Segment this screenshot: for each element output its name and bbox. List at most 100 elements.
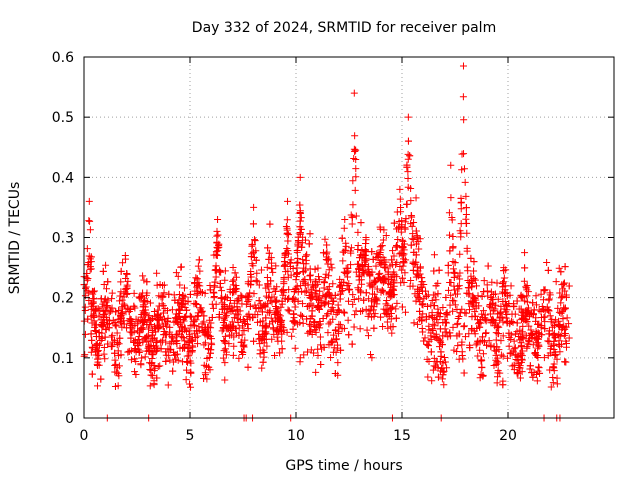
data-point: [189, 321, 197, 329]
data-point: [523, 344, 531, 352]
data-point: [174, 330, 182, 338]
data-point: [463, 220, 471, 228]
data-point: [130, 302, 138, 310]
data-point: [482, 329, 490, 337]
data-point: [550, 322, 558, 330]
data-point: [537, 314, 545, 322]
data-point: [186, 348, 194, 356]
data-point: [516, 374, 524, 382]
data-point: [407, 212, 415, 220]
data-point: [341, 215, 349, 223]
data-point: [85, 197, 93, 205]
data-point: [166, 340, 174, 348]
data-point: [535, 341, 543, 349]
data-point: [212, 273, 220, 281]
data-point: [357, 219, 365, 227]
data-point: [481, 314, 489, 322]
data-point: [390, 219, 398, 227]
data-point: [312, 368, 320, 376]
data-point: [529, 331, 537, 339]
data-point: [192, 274, 200, 282]
data-point: [200, 375, 208, 383]
data-point: [235, 354, 243, 362]
data-point: [159, 309, 167, 317]
data-point: [494, 310, 502, 318]
data-point: [378, 242, 386, 250]
data-point: [514, 369, 522, 377]
data-point: [368, 302, 376, 310]
data-point: [479, 372, 487, 380]
data-point: [404, 155, 412, 163]
data-point: [88, 336, 96, 344]
data-point: [100, 314, 108, 322]
data-point: [447, 161, 455, 169]
data-point: [187, 336, 195, 344]
data-point: [306, 271, 314, 279]
data-point: [474, 320, 482, 328]
data-point: [499, 297, 507, 305]
data-point: [320, 343, 328, 351]
data-point: [341, 309, 349, 317]
data-point: [376, 225, 384, 233]
data-point: [280, 278, 288, 286]
data-point: [296, 223, 304, 231]
data-point: [552, 278, 560, 286]
data-point: [134, 320, 142, 328]
data-point: [250, 337, 258, 345]
data-point: [218, 287, 226, 295]
data-point: [380, 275, 388, 283]
data-point: [455, 312, 463, 320]
data-point: [546, 349, 554, 357]
data-point: [547, 342, 555, 350]
data-point: [296, 201, 304, 209]
data-point: [420, 337, 428, 345]
data-point: [509, 318, 517, 326]
data-point: [441, 316, 449, 324]
data-point: [159, 336, 167, 344]
data-point: [462, 204, 470, 212]
data-point: [408, 222, 416, 230]
data-point: [424, 302, 432, 310]
data-point: [222, 313, 230, 321]
data-point: [220, 347, 228, 355]
data-point: [347, 244, 355, 252]
data-point: [116, 315, 124, 323]
data-point: [458, 352, 466, 360]
data-point: [231, 269, 239, 277]
data-point: [528, 334, 536, 342]
data-point: [393, 208, 401, 216]
data-point: [410, 319, 418, 327]
data-point: [86, 226, 94, 234]
data-point: [468, 313, 476, 321]
data-point: [368, 248, 376, 256]
data-point: [311, 323, 319, 331]
data-point: [101, 306, 109, 314]
data-point: [101, 355, 109, 363]
data-point: [139, 298, 147, 306]
data-point: [247, 253, 255, 261]
data-point: [421, 334, 429, 342]
data-point: [302, 236, 309, 244]
data-point: [503, 354, 511, 362]
data-point: [254, 318, 262, 326]
data-point: [252, 256, 260, 264]
data-point: [432, 330, 440, 338]
data-point: [494, 322, 502, 330]
data-point: [229, 351, 237, 359]
data-point: [551, 351, 559, 359]
data-point: [178, 295, 186, 303]
data-point: [140, 297, 148, 305]
data-point: [260, 335, 268, 343]
data-point: [439, 303, 447, 311]
data-point: [99, 267, 107, 275]
data-point: [389, 323, 397, 331]
data-point: [111, 349, 119, 357]
data-point: [403, 200, 411, 208]
data-point: [335, 283, 343, 291]
data-point: [455, 355, 463, 363]
data-point: [404, 183, 412, 191]
data-point: [386, 262, 394, 270]
data-point: [138, 354, 146, 362]
data-point: [428, 296, 436, 304]
data-point: [256, 340, 264, 348]
